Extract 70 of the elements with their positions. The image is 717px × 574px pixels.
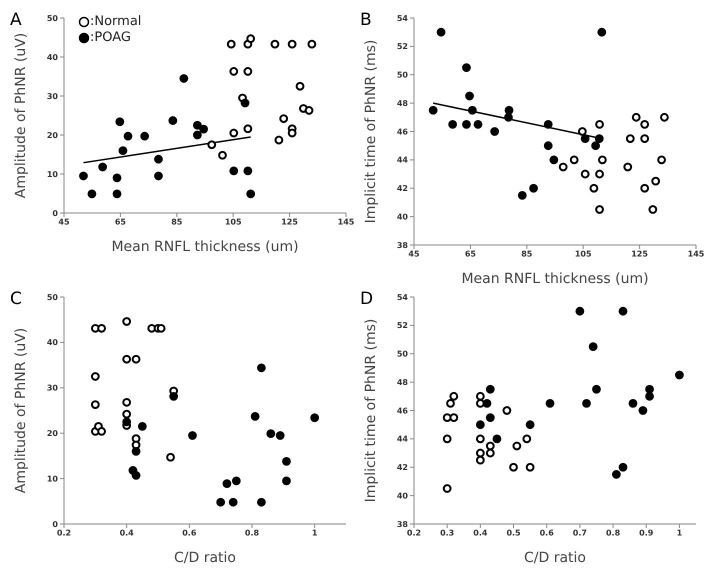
- x-tick-label: 125: [631, 250, 648, 259]
- y-tick-label: 38: [396, 520, 408, 529]
- x-tick-label: 0.5: [506, 528, 522, 538]
- x-tick-label: 0.2: [56, 528, 72, 538]
- x-tick-label: 145: [688, 250, 705, 259]
- y-tick-label: 46: [396, 127, 408, 136]
- y-tick-label: 40: [396, 491, 408, 500]
- y-tick-label: 50: [396, 350, 408, 359]
- y-axis-title: Amplitude of PhNR (uV): [12, 328, 29, 494]
- y-tick-label: 46: [396, 406, 408, 416]
- x-tick-label: 0.7: [572, 528, 587, 538]
- x-tick-label: 0.3: [440, 528, 454, 538]
- x-tick-label: 0.6: [540, 528, 554, 538]
- x-tick-label: 0.8: [244, 528, 260, 538]
- x-tick-label: 0.8: [606, 528, 621, 538]
- x-axis-title: C/D ratio: [524, 550, 586, 566]
- x-tick-label: 105: [224, 218, 242, 227]
- y-tick-label: 44: [396, 156, 408, 165]
- x-tick-label: 0.9: [639, 528, 654, 538]
- x-tick-label: 65: [114, 218, 126, 227]
- y-tick-label: 40: [396, 212, 408, 222]
- chart-title: D: [360, 289, 374, 309]
- y-tick-label: 50: [46, 14, 58, 23]
- y-tick-label: 44: [396, 434, 408, 444]
- y-tick-label: 10: [46, 474, 58, 484]
- chart-title: B: [360, 10, 372, 30]
- y-tick-label: 0: [52, 520, 58, 529]
- x-tick-label: 1: [676, 528, 683, 538]
- y-tick-label: 0: [52, 208, 58, 218]
- y-tick-label: 54: [396, 14, 408, 23]
- y-tick-label: 20: [46, 130, 58, 140]
- x-tick-label: 145: [338, 218, 355, 227]
- legend-label: :Normal: [90, 14, 142, 30]
- chart-title: A: [10, 10, 22, 30]
- y-tick-label: 48: [396, 98, 408, 108]
- y-tick-label: 50: [46, 292, 58, 302]
- y-tick-label: 54: [396, 292, 408, 302]
- y-tick-label: 40: [46, 338, 58, 348]
- x-tick-label: 0.6: [182, 528, 197, 538]
- y-tick-label: 38: [396, 240, 408, 250]
- x-tick-label: 45: [408, 250, 420, 259]
- y-tick-label: 20: [46, 429, 58, 438]
- x-axis-title: C/D ratio: [174, 550, 236, 566]
- x-tick-label: 85: [171, 218, 183, 227]
- y-tick-label: 42: [396, 184, 408, 194]
- y-axis-title: Amplitude of PhNR (uV): [12, 32, 29, 198]
- x-tick-label: 85: [521, 250, 533, 259]
- y-tick-label: 30: [46, 384, 58, 393]
- y-tick-label: 48: [396, 378, 408, 387]
- legend-label: :POAG: [90, 30, 131, 46]
- y-axis-title: Implicit time of PhNR (ms): [362, 40, 379, 224]
- x-tick-label: 0.2: [406, 528, 422, 538]
- y-axis-title: Implicit time of PhNR (ms): [362, 318, 379, 502]
- x-axis-title: Mean RNFL thickness (um): [461, 271, 649, 287]
- y-tick-label: 40: [46, 52, 58, 62]
- y-tick-label: 10: [46, 170, 58, 179]
- y-tick-label: 52: [396, 42, 408, 52]
- x-tick-label: 1: [312, 528, 318, 538]
- x-tick-label: 105: [574, 250, 592, 259]
- x-tick-label: 45: [58, 218, 70, 227]
- y-tick-label: 50: [396, 70, 408, 80]
- y-tick-label: 30: [46, 92, 58, 101]
- x-tick-label: 125: [281, 218, 298, 227]
- y-tick-label: 52: [396, 321, 408, 330]
- chart-title: C: [10, 289, 22, 309]
- x-tick-label: 0.4: [120, 528, 134, 538]
- x-axis-title: Mean RNFL thickness (um): [111, 239, 299, 255]
- y-tick-label: 42: [396, 463, 408, 472]
- x-tick-label: 65: [464, 250, 476, 259]
- x-tick-label: 0.4: [473, 528, 488, 538]
